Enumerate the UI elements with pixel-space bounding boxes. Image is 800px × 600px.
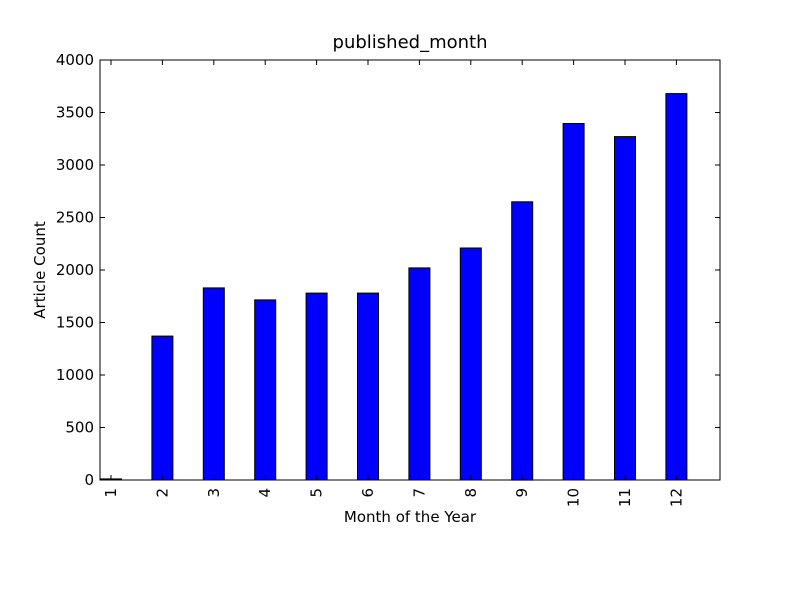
chart-title: published_month [333,32,488,53]
ticks-group [100,59,720,481]
y-tick-label: 2500 [56,209,94,227]
y-tick-label: 1500 [56,314,94,332]
x-tick-label: 4 [256,488,274,498]
y-tick-label: 3000 [56,156,94,174]
bar-7 [408,267,431,481]
y-tick-label: 1000 [56,366,94,384]
x-axis-label: Month of the Year [344,508,477,526]
bar-2 [151,335,174,481]
x-tick-label: 2 [153,488,171,498]
bar-12 [665,93,688,481]
y-tick-labels: 0 500 1000 1500 2000 2500 3000 3500 4000 [56,51,94,489]
x-tick-label: 9 [513,488,531,498]
bar-8 [459,247,482,481]
bar-9 [511,201,534,481]
bar-4 [254,299,277,481]
x-tick-label: 10 [565,488,583,507]
bar-3 [202,287,225,481]
bars-group [100,93,688,481]
y-tick-label: 2000 [56,261,94,279]
x-tick-label: 7 [410,488,428,498]
x-tick-label: 12 [667,488,685,507]
y-axis-label: Article Count [31,221,49,319]
x-tick-label: 3 [205,488,223,498]
y-tick-label: 500 [65,419,94,437]
plot-frame [99,59,721,481]
x-tick-label: 6 [359,488,377,498]
x-tick-label: 5 [308,488,326,498]
x-tick-label: 11 [616,488,634,507]
x-tick-labels: 1 2 3 4 5 6 7 8 9 10 11 12 [102,488,685,507]
x-tick-label: 1 [102,488,120,498]
y-tick-label: 0 [84,471,94,489]
bar-6 [357,292,379,481]
y-tick-label: 4000 [56,51,94,69]
bar-5 [305,292,328,481]
x-tick-label: 8 [462,488,480,498]
bar-11 [614,136,636,481]
bar-10 [562,123,585,481]
y-tick-label: 3500 [56,104,94,122]
